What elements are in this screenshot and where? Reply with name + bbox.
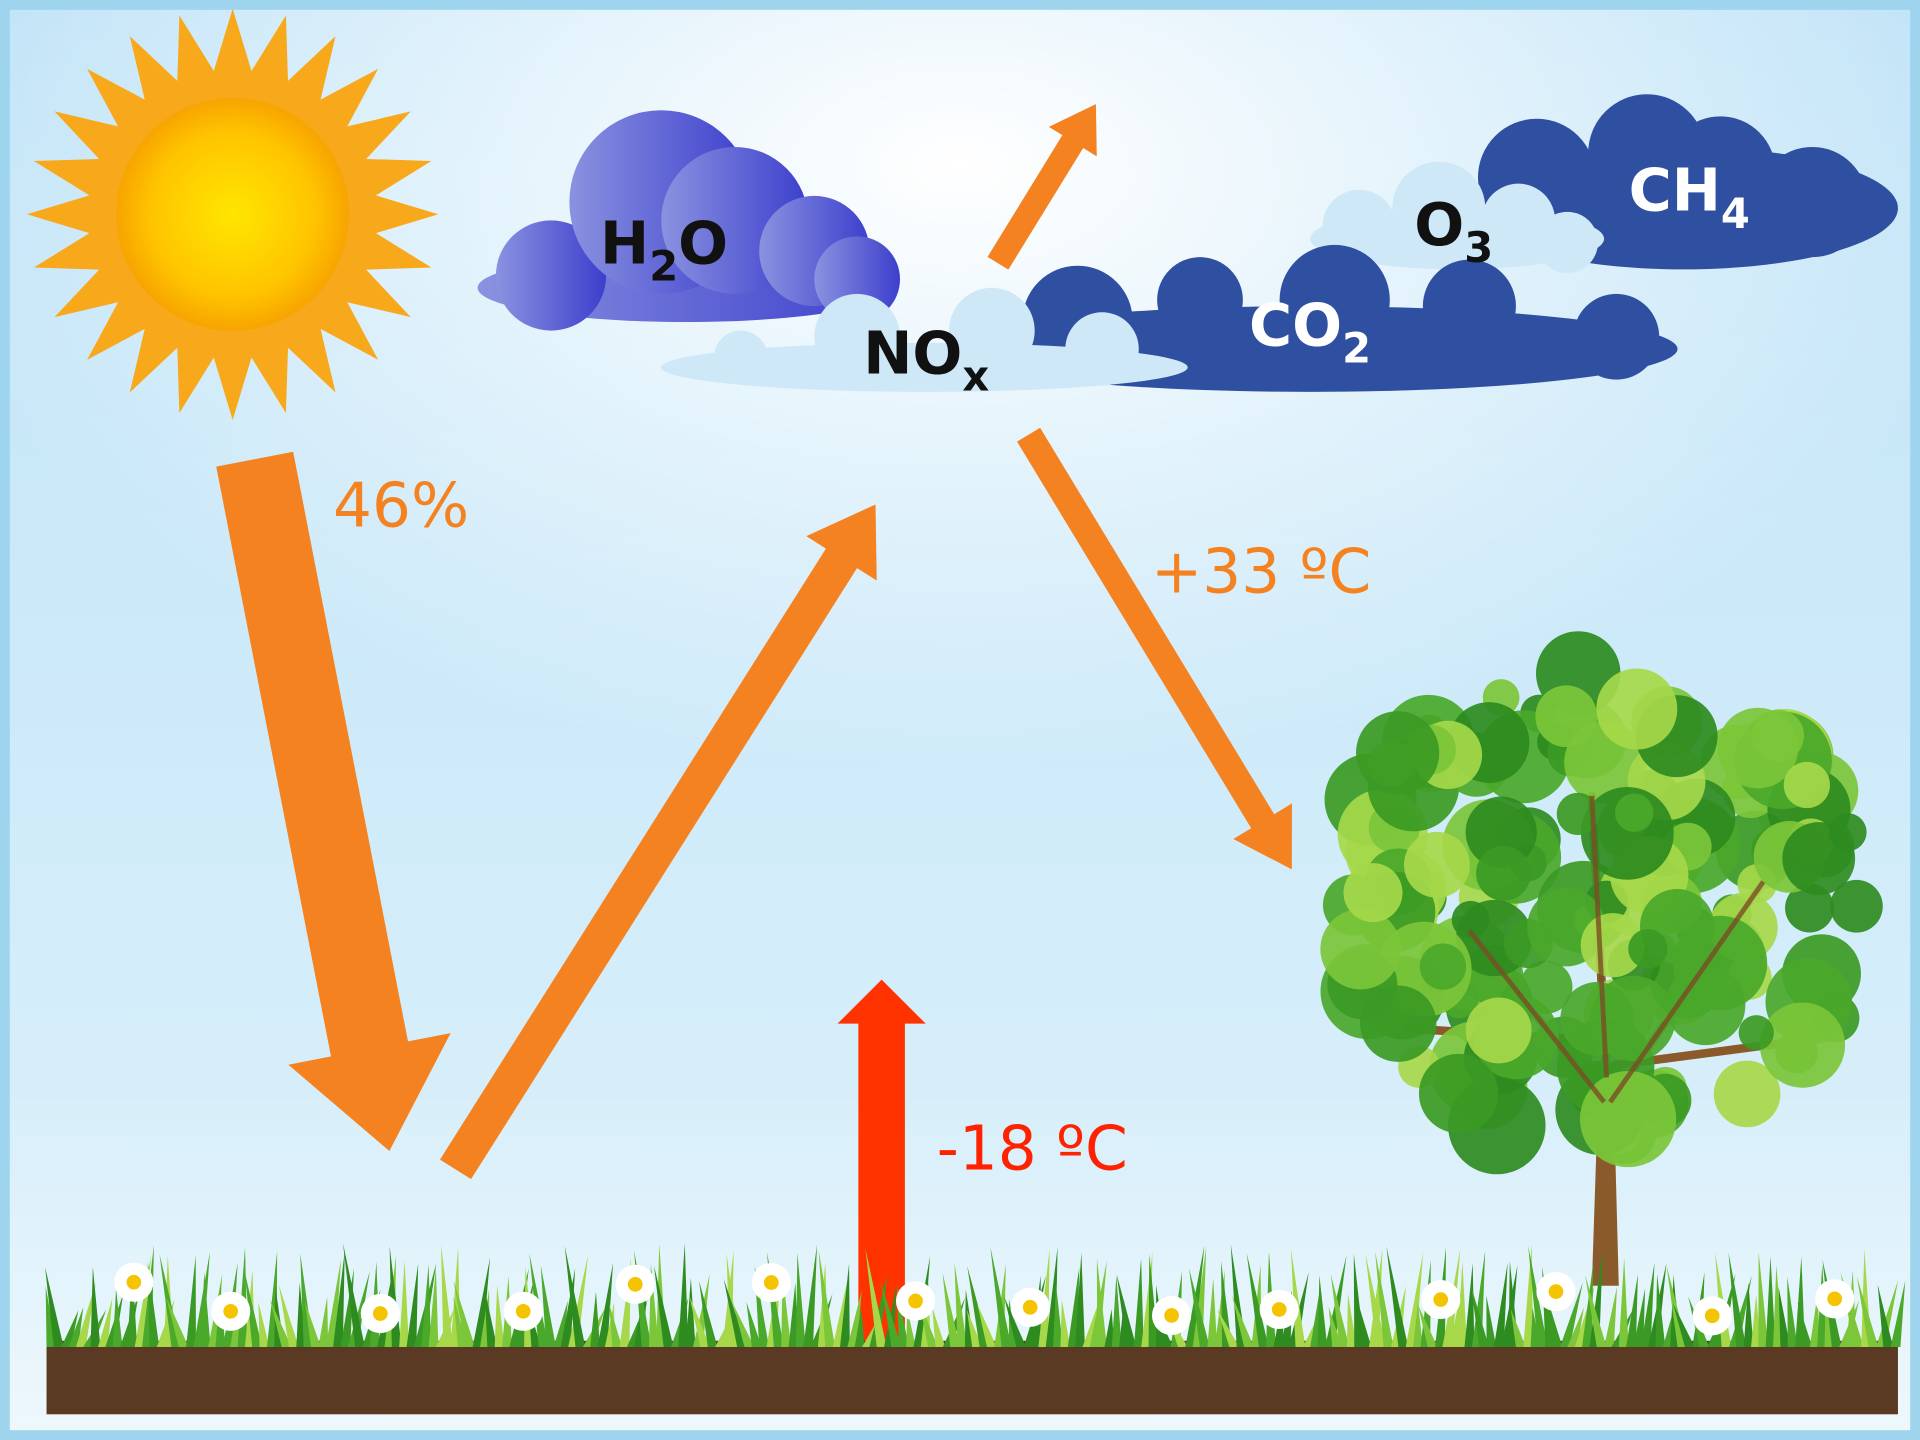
- greenhouse-temp-label: +33 ºC: [1151, 537, 1371, 608]
- foliage: [1535, 685, 1597, 747]
- foliage: [1782, 822, 1855, 895]
- flower-center: [223, 1304, 238, 1319]
- foliage: [1784, 762, 1830, 808]
- page: {"gases": [ {"text": "H", "sub": "2", "a…: [0, 0, 1920, 1440]
- formula: O: [678, 208, 728, 277]
- foliage: [1476, 846, 1531, 901]
- foliage: [1560, 982, 1634, 1056]
- absorbed-label: 46%: [333, 471, 469, 542]
- foliage: [1760, 1002, 1845, 1087]
- formula: NO: [863, 318, 962, 387]
- foliage: [1596, 668, 1677, 749]
- sun-disc: [116, 98, 349, 331]
- formula: O: [1414, 190, 1464, 259]
- foliage: [1739, 1015, 1774, 1050]
- foliage: [1580, 1071, 1676, 1167]
- formula: CH: [1629, 156, 1721, 225]
- subscript: 4: [1721, 189, 1750, 238]
- flower-center: [1827, 1291, 1842, 1306]
- foliage: [1628, 929, 1667, 968]
- sun: [27, 9, 438, 420]
- foliage: [1420, 943, 1466, 989]
- foliage: [1360, 985, 1436, 1061]
- subscript: x: [962, 352, 989, 401]
- foliage: [1320, 909, 1401, 990]
- flower-center: [373, 1306, 388, 1321]
- foliage: [1356, 711, 1439, 794]
- flower-center: [1433, 1292, 1448, 1307]
- foliage: [1615, 793, 1653, 831]
- foliage: [1344, 863, 1403, 922]
- foliage: [1404, 832, 1470, 898]
- greenhouse-diagram: H2O NOx CO2 O3 CH4 46% +33 ºC -18 ºC: [0, 0, 1920, 1440]
- flower-center: [126, 1275, 141, 1290]
- foliage: [1466, 997, 1532, 1063]
- flower-center: [1023, 1300, 1038, 1315]
- soil: [47, 1341, 1898, 1414]
- flower-center: [628, 1277, 643, 1292]
- subscript: 3: [1464, 223, 1493, 272]
- formula: CO: [1249, 290, 1342, 359]
- subscript: 2: [649, 241, 678, 290]
- flower-center: [1164, 1308, 1179, 1323]
- flower-center: [1549, 1284, 1564, 1299]
- flower-center: [764, 1275, 779, 1290]
- flower-center: [1272, 1302, 1287, 1317]
- flower-center: [516, 1304, 531, 1319]
- flower-center: [1705, 1308, 1720, 1323]
- subscript: 2: [1342, 323, 1371, 372]
- foliage: [1419, 1054, 1498, 1133]
- no-greenhouse-temp-label: -18 ºC: [937, 1113, 1128, 1184]
- flower-center: [908, 1294, 923, 1309]
- formula: H: [600, 208, 649, 277]
- foliage: [1752, 710, 1804, 762]
